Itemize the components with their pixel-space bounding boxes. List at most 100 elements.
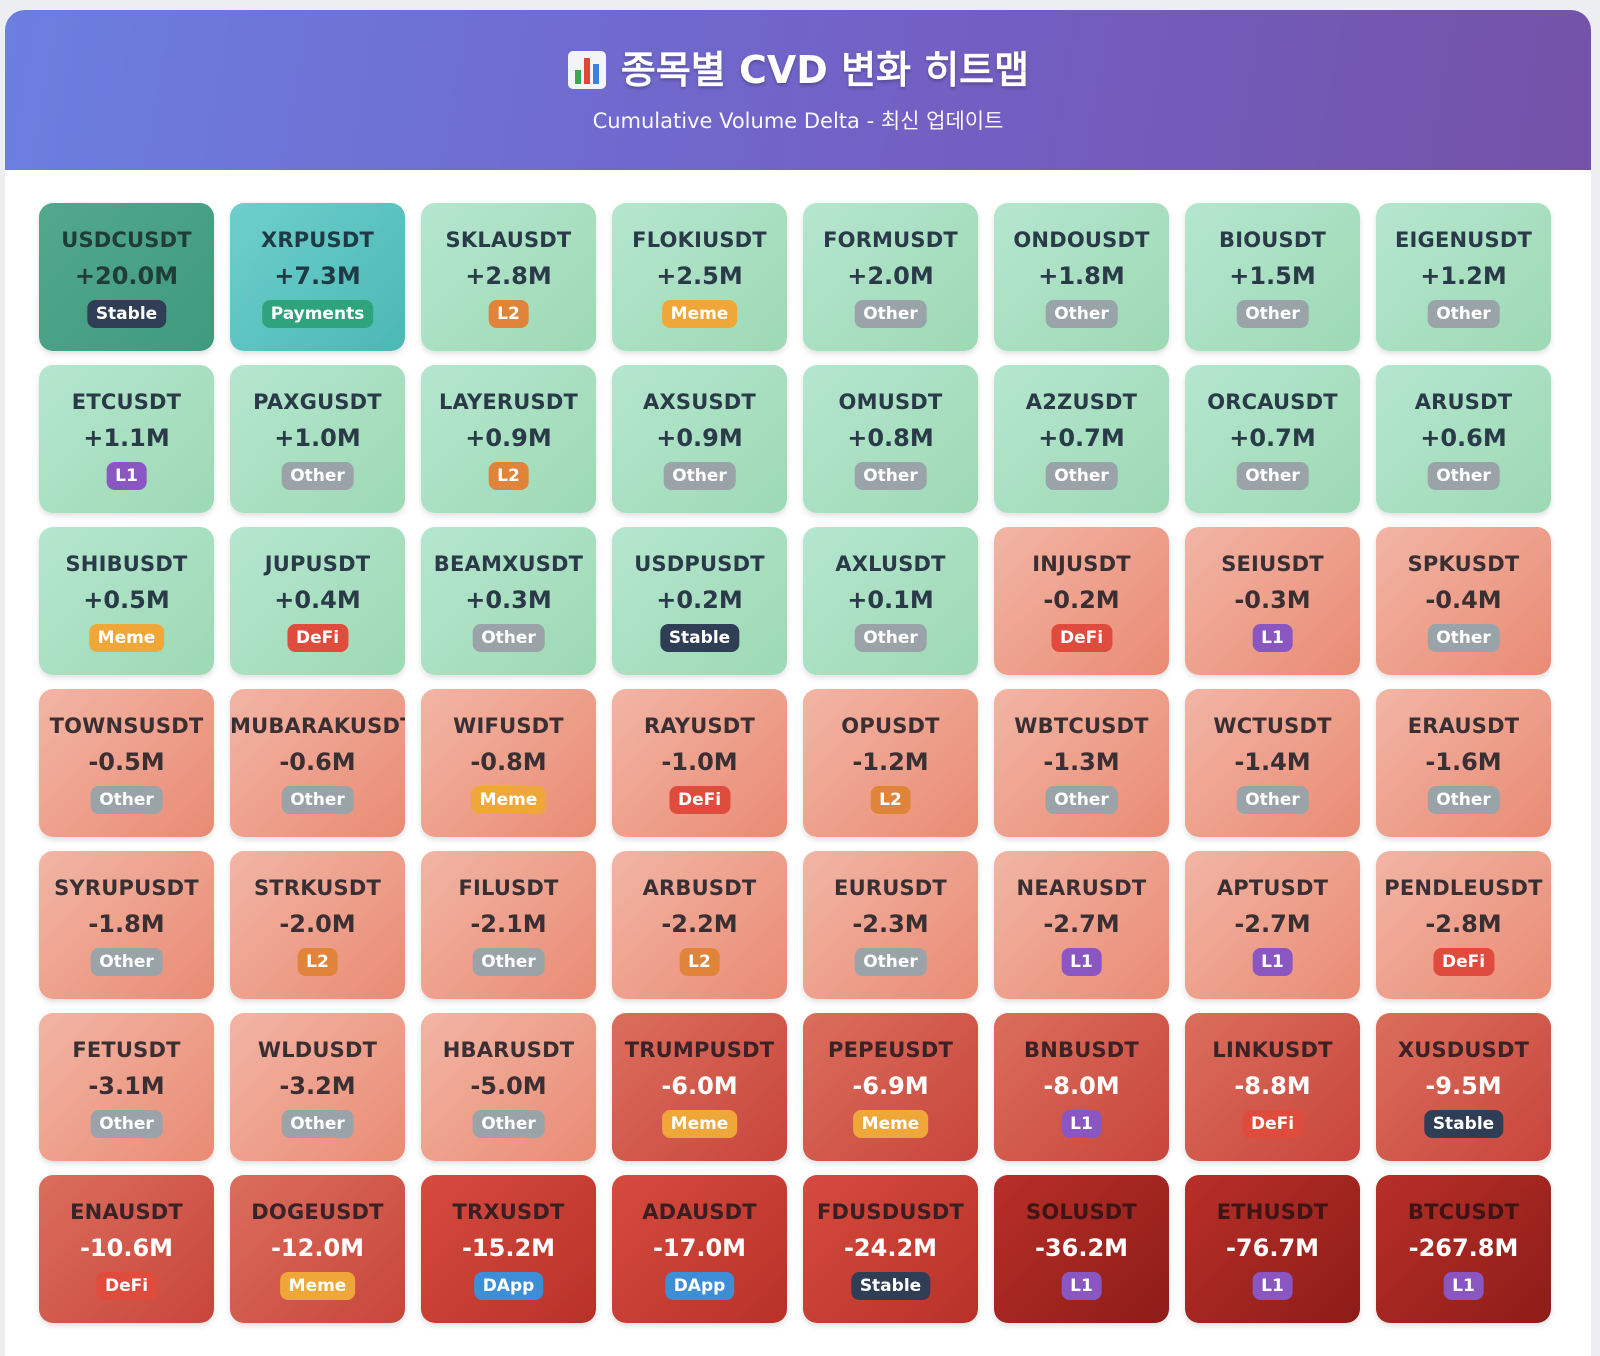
tile-symbol: XUSDUSDT (1397, 1038, 1530, 1062)
tile-cvd-value: -1.8M (88, 910, 165, 938)
tile-symbol: EIGENUSDT (1394, 228, 1533, 252)
heatmap-tile-sklausdt[interactable]: SKLAUSDT +2.8M L2 (421, 203, 596, 351)
tile-cvd-value: -2.8M (1425, 910, 1502, 938)
heatmap-tile-syrupusdt[interactable]: SYRUPUSDT -1.8M Other (39, 851, 214, 999)
tile-symbol: SPKUSDT (1407, 552, 1520, 576)
tile-symbol: USDCUSDT (61, 228, 192, 252)
heatmap-tile-wctusdt[interactable]: WCTUSDT -1.4M Other (1185, 689, 1360, 837)
tile-cvd-value: +0.8M (847, 424, 934, 452)
tile-symbol: STRKUSDT (253, 876, 382, 900)
heatmap-tile-arusdt[interactable]: ARUSDT +0.6M Other (1376, 365, 1551, 513)
page-subtitle: Cumulative Volume Delta - 최신 업데이트 (592, 109, 1004, 133)
tile-symbol: FORMUSDT (823, 228, 958, 252)
page-title: 종목별 CVD 변화 히트맵 (620, 48, 1030, 92)
heatmap-tile-aptusdt[interactable]: APTUSDT -2.7M L1 (1185, 851, 1360, 999)
heatmap-tile-injusdt[interactable]: INJUSDT -0.2M DeFi (994, 527, 1169, 675)
category-badge: Meme (279, 1272, 356, 1300)
heatmap-tile-pendleusdt[interactable]: PENDLEUSDT -2.8M DeFi (1376, 851, 1551, 999)
tile-symbol: BTCUSDT (1407, 1200, 1520, 1224)
heatmap-tile-trxusdt[interactable]: TRXUSDT -15.2M DApp (421, 1175, 596, 1323)
heatmap-tile-wifusdt[interactable]: WIFUSDT -0.8M Meme (421, 689, 596, 837)
category-badge: DApp (473, 1272, 544, 1300)
heatmap-tile-adausdt[interactable]: ADAUSDT -17.0M DApp (612, 1175, 787, 1323)
heatmap-tile-xusdusdt[interactable]: XUSDUSDT -9.5M Stable (1376, 1013, 1551, 1161)
heatmap-tile-bnbusdt[interactable]: BNBUSDT -8.0M L1 (994, 1013, 1169, 1161)
tile-symbol: SOLUSDT (1026, 1200, 1137, 1224)
heatmap-tile-wbtcusdt[interactable]: WBTCUSDT -1.3M Other (994, 689, 1169, 837)
heatmap-tile-seiusdt[interactable]: SEIUSDT -0.3M L1 (1185, 527, 1360, 675)
heatmap-tile-strkusdt[interactable]: STRKUSDT -2.0M L2 (230, 851, 405, 999)
heatmap-tile-spkusdt[interactable]: SPKUSDT -0.4M Other (1376, 527, 1551, 675)
tile-cvd-value: +0.3M (465, 586, 552, 614)
heatmap-tile-dogeusdt[interactable]: DOGEUSDT -12.0M Meme (230, 1175, 405, 1323)
category-badge: Other (281, 462, 354, 490)
heatmap-tile-hbarusdt[interactable]: HBARUSDT -5.0M Other (421, 1013, 596, 1161)
heatmap-tile-usdpusdt[interactable]: USDPUSDT +0.2M Stable (612, 527, 787, 675)
heatmap-tile-jupusdt[interactable]: JUPUSDT +0.4M DeFi (230, 527, 405, 675)
heatmap-tile-ethusdt[interactable]: ETHUSDT -76.7M L1 (1185, 1175, 1360, 1323)
tile-cvd-value: -12.0M (270, 1234, 365, 1262)
category-badge: DeFi (1432, 948, 1495, 976)
heatmap-tile-trumpusdt[interactable]: TRUMPUSDT -6.0M Meme (612, 1013, 787, 1161)
tile-cvd-value: -0.5M (88, 748, 165, 776)
tile-symbol: WBTCUSDT (1014, 714, 1149, 738)
heatmap-tile-btcusdt[interactable]: BTCUSDT -267.8M L1 (1376, 1175, 1551, 1323)
heatmap-tile-fdusdusdt[interactable]: FDUSDUSDT -24.2M Stable (803, 1175, 978, 1323)
heatmap-tile-orcausdt[interactable]: ORCAUSDT +0.7M Other (1185, 365, 1360, 513)
heatmap-tile-townsusdt[interactable]: TOWNSUSDT -0.5M Other (39, 689, 214, 837)
heatmap-tile-ondousdt[interactable]: ONDOUSDT +1.8M Other (994, 203, 1169, 351)
heatmap-tile-wldusdt[interactable]: WLDUSDT -3.2M Other (230, 1013, 405, 1161)
category-badge: Other (90, 1110, 163, 1138)
tile-symbol: XRPUSDT (260, 228, 375, 252)
tile-symbol: BNBUSDT (1024, 1038, 1139, 1062)
heatmap-tile-etcusdt[interactable]: ETCUSDT +1.1M L1 (39, 365, 214, 513)
heatmap-tile-linkusdt[interactable]: LINKUSDT -8.8M DeFi (1185, 1013, 1360, 1161)
heatmap-tile-filusdt[interactable]: FILUSDT -2.1M Other (421, 851, 596, 999)
tile-cvd-value: +1.2M (1420, 262, 1507, 290)
category-badge: L1 (1061, 1272, 1102, 1300)
tile-symbol: SEIUSDT (1221, 552, 1324, 576)
category-badge: Other (472, 624, 545, 652)
category-badge: L2 (297, 948, 338, 976)
heatmap-tile-mubarakusdt[interactable]: MUBARAKUSDT -0.6M Other (230, 689, 405, 837)
tile-symbol: OPUSDT (841, 714, 940, 738)
tile-symbol: ADAUSDT (642, 1200, 757, 1224)
heatmap-tile-eurusdt[interactable]: EURUSDT -2.3M Other (803, 851, 978, 999)
heatmap-tile-axsusdt[interactable]: AXSUSDT +0.9M Other (612, 365, 787, 513)
tile-cvd-value: -10.6M (79, 1234, 174, 1262)
category-badge: L2 (870, 786, 911, 814)
heatmap-tile-layerusdt[interactable]: LAYERUSDT +0.9M L2 (421, 365, 596, 513)
heatmap-tile-arbusdt[interactable]: ARBUSDT -2.2M L2 (612, 851, 787, 999)
heatmap-tile-omusdt[interactable]: OMUSDT +0.8M Other (803, 365, 978, 513)
heatmap-tile-formusdt[interactable]: FORMUSDT +2.0M Other (803, 203, 978, 351)
heatmap-tile-xrpusdt[interactable]: XRPUSDT +7.3M Payments (230, 203, 405, 351)
tile-cvd-value: -0.3M (1234, 586, 1311, 614)
heatmap-tile-enausdt[interactable]: ENAUSDT -10.6M DeFi (39, 1175, 214, 1323)
heatmap-tile-a2zusdt[interactable]: A2ZUSDT +0.7M Other (994, 365, 1169, 513)
tile-symbol: APTUSDT (1216, 876, 1329, 900)
heatmap-tile-fetusdt[interactable]: FETUSDT -3.1M Other (39, 1013, 214, 1161)
heatmap-tile-erausdt[interactable]: ERAUSDT -1.6M Other (1376, 689, 1551, 837)
heatmap-tile-eigenusdt[interactable]: EIGENUSDT +1.2M Other (1376, 203, 1551, 351)
heatmap-tile-shibusdt[interactable]: SHIBUSDT +0.5M Meme (39, 527, 214, 675)
heatmap-tile-beamxusdt[interactable]: BEAMXUSDT +0.3M Other (421, 527, 596, 675)
tile-symbol: WLDUSDT (257, 1038, 378, 1062)
tile-cvd-value: -2.7M (1043, 910, 1120, 938)
heatmap-tile-nearusdt[interactable]: NEARUSDT -2.7M L1 (994, 851, 1169, 999)
tile-cvd-value: -2.3M (852, 910, 929, 938)
tile-symbol: TRUMPUSDT (624, 1038, 775, 1062)
category-badge: Other (1045, 300, 1118, 328)
category-badge: Meme (88, 624, 165, 652)
heatmap-tile-axlusdt[interactable]: AXLUSDT +0.1M Other (803, 527, 978, 675)
category-badge: Other (1427, 462, 1500, 490)
tile-symbol: PEPEUSDT (827, 1038, 953, 1062)
heatmap-tile-pepeusdt[interactable]: PEPEUSDT -6.9M Meme (803, 1013, 978, 1161)
heatmap-tile-flokiusdt[interactable]: FLOKIUSDT +2.5M Meme (612, 203, 787, 351)
heatmap-tile-biousdt[interactable]: BIOUSDT +1.5M Other (1185, 203, 1360, 351)
heatmap-tile-usdcusdt[interactable]: USDCUSDT +20.0M Stable (39, 203, 214, 351)
heatmap-tile-paxgusdt[interactable]: PAXGUSDT +1.0M Other (230, 365, 405, 513)
heatmap-tile-solusdt[interactable]: SOLUSDT -36.2M L1 (994, 1175, 1169, 1323)
heatmap-tile-opusdt[interactable]: OPUSDT -1.2M L2 (803, 689, 978, 837)
category-badge: DeFi (668, 786, 731, 814)
heatmap-tile-rayusdt[interactable]: RAYUSDT -1.0M DeFi (612, 689, 787, 837)
